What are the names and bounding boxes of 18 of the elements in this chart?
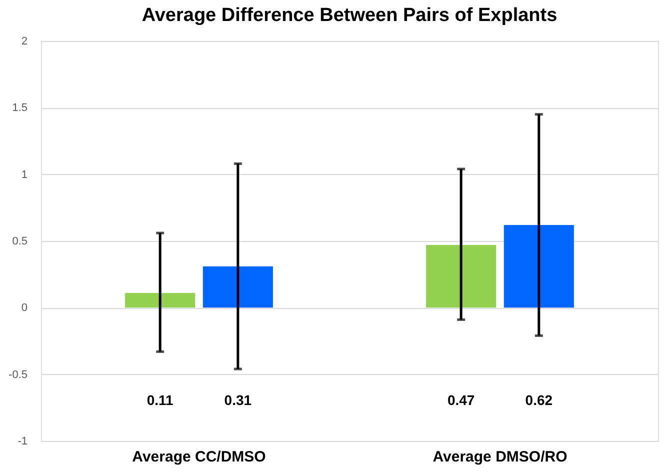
annotation: 0.31 xyxy=(224,392,252,408)
annotation: 0.62 xyxy=(525,392,553,408)
annotation: 0.47 xyxy=(447,392,475,408)
x-tick-label: Average DMSO/RO xyxy=(432,448,568,466)
y-tick-label: -0.5 xyxy=(8,368,28,381)
annotation: 0.11 xyxy=(146,392,174,408)
y-tick-label: 0 xyxy=(21,302,28,314)
bar xyxy=(426,245,496,308)
chart-title: Average Difference Between Pairs of Explants xyxy=(142,5,558,26)
y-tick-label: 1 xyxy=(21,168,28,181)
y-tick-label: 2 xyxy=(21,36,28,48)
bar xyxy=(202,266,273,308)
bar xyxy=(504,225,574,308)
x-tick-label: Average CC/DMSO xyxy=(132,448,266,466)
bar xyxy=(125,293,196,308)
y-tick-label: 1.5 xyxy=(12,102,28,114)
y-tick-label: 0.5 xyxy=(12,236,28,248)
y-tick-label: -1 xyxy=(18,436,28,448)
